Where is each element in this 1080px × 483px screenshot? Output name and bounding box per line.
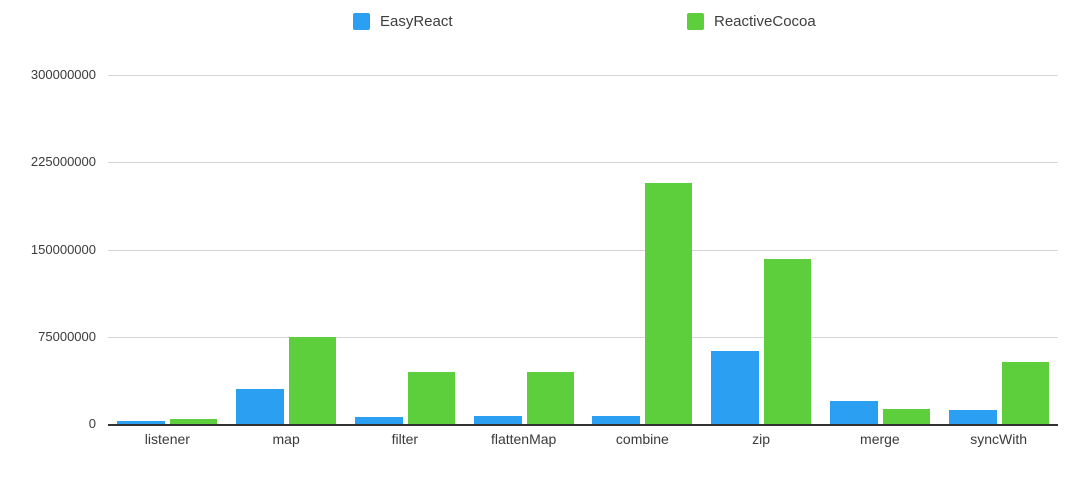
y-axis-tick-label: 225000000 — [30, 154, 96, 170]
x-axis-tick-label: flattenMap — [490, 431, 557, 447]
gridline — [108, 336, 1058, 338]
legend-label-easyreact: EasyReact — [380, 13, 453, 30]
y-axis-tick-label: 0 — [88, 416, 96, 431]
bar-easy-react-flatten-map — [473, 415, 522, 424]
category-group-filter — [346, 75, 465, 424]
y-axis-tick-label: 150000000 — [30, 241, 96, 257]
bar-reactive-cocoa-sync-with — [1001, 362, 1049, 424]
category-group-merge — [821, 75, 940, 424]
x-axis-tick-label: zip — [752, 431, 771, 447]
bar-easy-react-sync-with — [948, 410, 997, 424]
bar-easy-react-filter — [354, 417, 403, 424]
x-axis-tick-label: listener — [144, 431, 190, 447]
x-axis-line — [108, 424, 1058, 426]
bar-reactive-cocoa-combine — [645, 183, 693, 424]
x-axis-tick-label: merge — [860, 431, 900, 447]
legend-swatch-reactivecocoa-icon — [687, 13, 704, 30]
legend-label-reactivecocoa: ReactiveCocoa — [714, 13, 816, 30]
y-axis-tick-label: 75000000 — [38, 328, 96, 344]
bar-easy-react-zip — [711, 350, 760, 424]
category-group-flatten-map — [464, 75, 583, 424]
legend-swatch-easyreact-icon — [353, 13, 370, 30]
category-group-sync-with — [939, 75, 1058, 424]
bar-reactive-cocoa-zip — [764, 258, 812, 424]
bar-reactive-cocoa-filter — [407, 371, 455, 424]
gridline — [108, 249, 1058, 251]
bar-reactive-cocoa-listener — [170, 418, 218, 424]
bar-easy-react-merge — [829, 400, 878, 424]
category-group-zip — [702, 75, 821, 424]
bar-reactive-cocoa-map — [289, 336, 337, 424]
category-group-map — [227, 75, 346, 424]
legend-item-reactivecocoa: ReactiveCocoa — [687, 13, 816, 30]
bar-easy-react-listener — [117, 421, 166, 424]
bar-easy-react-combine — [592, 415, 641, 424]
bar-easy-react-map — [236, 389, 285, 424]
gridline — [108, 75, 1058, 76]
gridline — [108, 162, 1058, 164]
x-axis-tick-label: filter — [391, 431, 419, 447]
x-axis-tick-label: combine — [615, 431, 669, 447]
legend-item-easyreact: EasyReact — [353, 13, 453, 30]
category-group-combine — [583, 75, 702, 424]
x-axis-tick-label: syncWith — [970, 431, 1028, 447]
bar-reactive-cocoa-flatten-map — [526, 371, 574, 424]
y-axis-tick-label: 300000000 — [30, 67, 96, 82]
bar-reactive-cocoa-merge — [882, 408, 930, 424]
x-axis-tick-label: map — [272, 431, 300, 447]
category-group-listener — [108, 75, 227, 424]
